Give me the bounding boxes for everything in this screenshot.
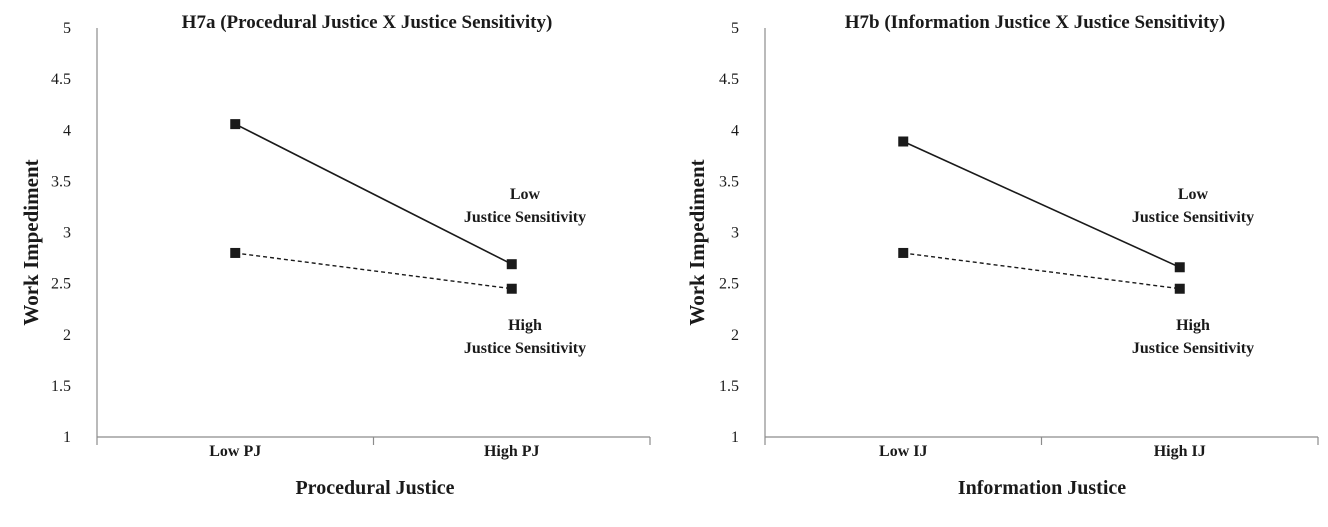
chart0-x-axis-title: Procedural Justice: [295, 477, 454, 499]
chart1-data-point: [1174, 283, 1185, 294]
chart0-y-tick-label: 2: [63, 327, 71, 344]
chart1-x-axis-title: Information Justice: [958, 477, 1126, 499]
chart1-y-tick-label: 3.5: [719, 173, 739, 190]
chart0-data-point: [506, 259, 517, 270]
chart0-y-tick-label: 3: [63, 225, 71, 242]
chart1-series-annotation: Low: [1178, 186, 1209, 203]
chart1-y-tick-label: 5: [731, 20, 739, 37]
chart1-y-tick-label: 4: [731, 122, 739, 139]
chart0-series-annotation: Justice Sensitivity: [464, 209, 586, 226]
chart0-data-point: [506, 283, 517, 294]
chart0-y-axis-title: Work Impediment: [19, 159, 43, 325]
chart1-y-tick-label: 1.5: [719, 378, 739, 395]
chart0-y-tick-label: 2.5: [51, 276, 71, 293]
chart1-y-tick-label: 3: [731, 225, 739, 242]
chart1-series-annotation: Justice Sensitivity: [1132, 209, 1254, 226]
chart1-y-tick-label: 4.5: [719, 71, 739, 88]
chart0-title: H7a (Procedural Justice X Justice Sensit…: [182, 12, 553, 33]
chart1-x-category-label: Low IJ: [879, 443, 927, 460]
chart1-title: H7b (Information Justice X Justice Sensi…: [845, 12, 1226, 33]
chart1-y-tick-label: 2.5: [719, 276, 739, 293]
chart1-y-tick-label: 1: [731, 429, 739, 446]
chart0-series-annotation: Justice Sensitivity: [464, 340, 586, 357]
chart0-y-tick-label: 1.5: [51, 378, 71, 395]
chart0-data-point: [230, 119, 241, 130]
chart0-y-tick-label: 1: [63, 429, 71, 446]
chart0-series-annotation: Low: [510, 186, 541, 203]
chart1-series-annotation: High: [1176, 317, 1210, 334]
chart0-y-tick-label: 4.5: [51, 71, 71, 88]
chart1-series-annotation: Justice Sensitivity: [1132, 340, 1254, 357]
chart1-y-axis-title: Work Impediment: [685, 159, 709, 325]
chart1-series-line-low-sensitivity: [902, 140, 1181, 269]
chart1-data-point: [1174, 262, 1185, 273]
chart1-data-point: [898, 136, 909, 147]
chart0-x-category-label: High PJ: [484, 443, 540, 460]
chart0-series-annotation: High: [508, 317, 542, 334]
chart0-data-point: [230, 247, 241, 258]
chart1-data-point: [898, 247, 909, 258]
chart1-series-line-high-sensitivity: [903, 252, 1180, 290]
chart0-x-category-label: Low PJ: [209, 443, 261, 460]
chart0-series-line-low-sensitivity: [234, 123, 513, 265]
chart1-x-category-label: High IJ: [1154, 443, 1206, 460]
chart1-y-tick-label: 2: [731, 327, 739, 344]
chart0-y-tick-label: 3.5: [51, 173, 71, 190]
chart0-series-line-high-sensitivity: [235, 252, 512, 290]
chart0-y-tick-label: 4: [63, 122, 71, 139]
chart0-y-tick-label: 5: [63, 20, 71, 37]
